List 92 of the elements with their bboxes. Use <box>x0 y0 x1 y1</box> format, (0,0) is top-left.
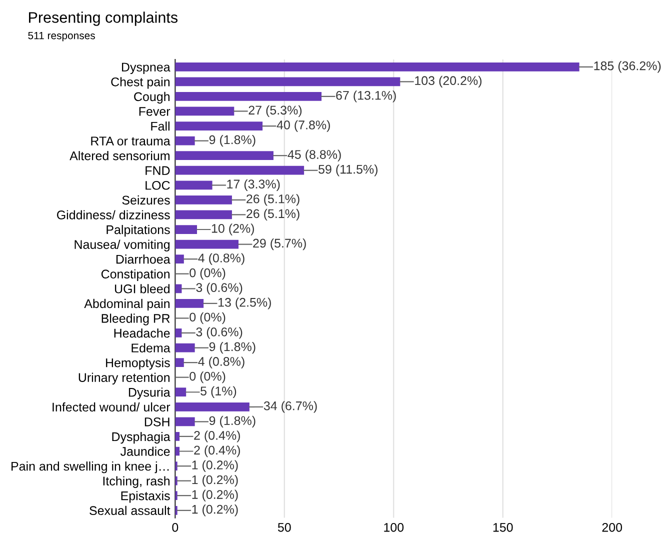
y-tick-label: Altered sensorium <box>70 151 170 160</box>
data-label: 26 (5.1%) <box>246 194 300 206</box>
bar <box>175 388 186 397</box>
data-label: 0 (0%) <box>190 268 226 280</box>
bar <box>175 298 204 308</box>
bar <box>175 432 180 441</box>
data-label: 17 (3.3%) <box>227 179 280 191</box>
y-tick-label: Sexual assault <box>90 506 170 516</box>
data-label: 4 (0.8%) <box>198 356 244 368</box>
data-label: 185 (36.2%) <box>594 61 661 73</box>
data-label: 3 (0.6%) <box>196 327 242 339</box>
y-tick-label: Epistaxis <box>121 491 170 503</box>
y-tick-label: Jaundice <box>120 446 170 456</box>
bar <box>175 358 184 367</box>
y-tick-label: Itching, rash <box>103 476 170 488</box>
y-tick-label: Headache <box>114 328 170 338</box>
bar <box>175 284 182 294</box>
data-label: 45 (8.8%) <box>288 150 341 162</box>
y-tick-label: DSH <box>144 417 170 426</box>
data-label: 1 (0.2%) <box>192 460 238 472</box>
bar <box>175 328 182 338</box>
y-tick-label: Dyspnea <box>122 62 170 74</box>
bar <box>175 402 250 412</box>
data-label: 1 (0.2%) <box>192 504 238 516</box>
y-tick-label: Diarrhoea <box>116 254 170 264</box>
bar <box>175 343 195 352</box>
x-tick-label: 50 <box>278 522 291 532</box>
y-tick-label: Palpitations <box>106 224 170 237</box>
bar <box>175 77 400 86</box>
bar <box>175 240 239 249</box>
bar <box>175 136 195 146</box>
y-tick-label: Fall <box>151 121 170 131</box>
data-label: 27 (5.3%) <box>248 105 302 118</box>
y-tick-label: LOC <box>146 180 170 190</box>
y-tick-label: UGI bleed <box>114 284 170 294</box>
y-tick-label: Constipation <box>101 269 170 281</box>
data-label: 2 (0.4%) <box>194 445 240 458</box>
y-tick-label: Edema <box>132 343 170 352</box>
y-tick-label: Urinary retention <box>78 372 170 384</box>
data-label: 4 (0.8%) <box>198 253 244 265</box>
bar <box>175 196 232 204</box>
y-tick-label: Hemoptysis <box>106 358 170 370</box>
bar <box>175 417 195 426</box>
y-tick-label: Pain and swelling in knee j… <box>12 462 169 474</box>
data-label: 5 (1%) <box>200 386 236 398</box>
chart-title: Presenting complaints <box>29 12 178 26</box>
data-label: 103 (20.2%) <box>415 76 482 88</box>
text: 511 responses <box>28 32 95 42</box>
data-label: 26 (5.1%) <box>246 208 300 221</box>
y-tick-label: Giddiness/ dizziness <box>56 210 170 220</box>
data-label: 9 (1.8%) <box>209 134 256 147</box>
data-label: 40 (7.8%) <box>276 120 330 132</box>
data-label: 9 (1.8%) <box>209 416 256 428</box>
y-tick-label: RTA or trauma <box>91 136 170 146</box>
x-tick-label: 0 <box>172 522 178 532</box>
data-label: 67 (13.1%) <box>336 90 396 102</box>
bar <box>175 166 304 175</box>
bar <box>175 106 234 116</box>
bar <box>175 210 232 220</box>
y-tick-label: Abdominal pain <box>84 298 170 311</box>
y-tick-label: Fever <box>139 107 170 116</box>
data-label: 10 (2%) <box>212 224 254 236</box>
y-tick-label: Chest pain <box>111 77 170 89</box>
data-label: 1 (0.2%) <box>192 490 238 502</box>
data-label: 0 (0%) <box>190 312 226 324</box>
y-tick-label: Dysuria <box>128 388 170 400</box>
x-tick-label: 200 <box>602 522 622 532</box>
y-tick-label: Cough <box>134 92 170 104</box>
x-tick-label: 150 <box>493 522 513 532</box>
data-label: 13 (2.5%) <box>218 298 271 310</box>
bar <box>175 180 212 190</box>
y-tick-label: Infected wound/ ulcer <box>52 402 170 412</box>
bar <box>175 92 322 101</box>
data-label: 1 (0.2%) <box>192 474 238 487</box>
data-label: 2 (0.4%) <box>194 430 240 442</box>
bar <box>175 254 184 264</box>
y-tick-label: Bleeding PR <box>102 314 170 326</box>
y-tick-label: Seizures <box>122 195 170 205</box>
x-tick-label: 100 <box>384 522 404 532</box>
bar <box>175 122 263 130</box>
y-tick-label: FND <box>146 166 170 175</box>
data-label: 3 (0.6%) <box>196 282 242 294</box>
data-label: 0 (0%) <box>190 372 226 384</box>
data-label: 59 (11.5%) <box>318 164 378 176</box>
data-label: 34 (6.7%) <box>264 401 317 413</box>
data-label: 9 (1.8%) <box>209 342 256 354</box>
bar <box>175 62 580 72</box>
y-tick-label: Nausea/ vomiting <box>74 240 170 252</box>
y-tick-label: Dysphagia <box>112 432 170 444</box>
bar <box>175 225 198 234</box>
data-label: 29 (5.7%) <box>253 238 306 250</box>
bar <box>175 151 274 160</box>
